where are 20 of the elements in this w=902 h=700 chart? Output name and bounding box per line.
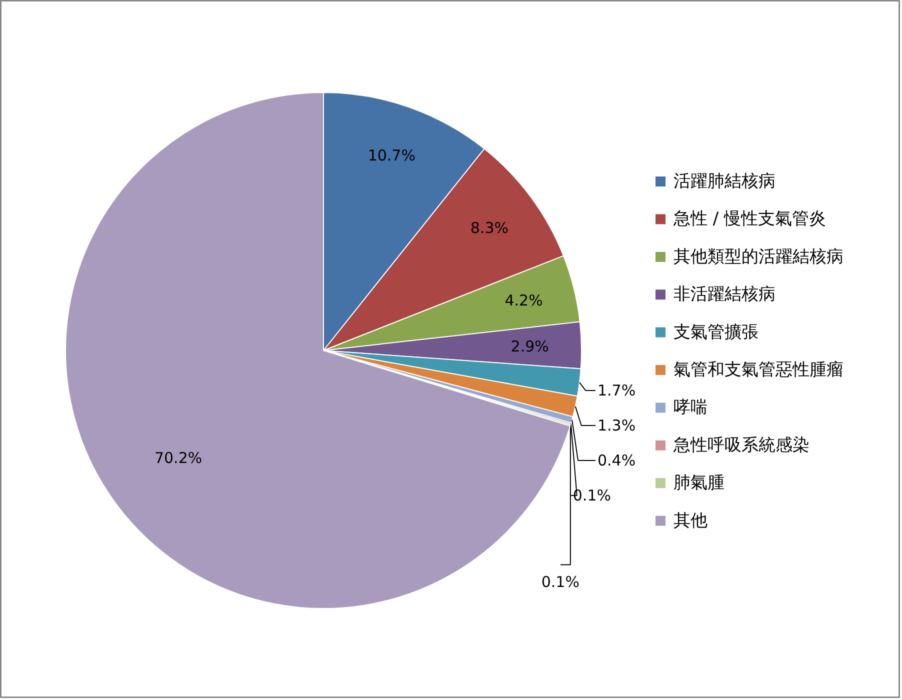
data-label: 0.4% bbox=[598, 451, 636, 470]
data-label: 8.3% bbox=[470, 218, 508, 237]
legend-label: 其他類型的活躍結核病 bbox=[674, 246, 844, 267]
legend-label: 氣管和支氣管惡性腫瘤 bbox=[674, 360, 844, 380]
data-label: 0.1% bbox=[572, 486, 611, 504]
data-label: 1.7% bbox=[598, 381, 636, 400]
legend-label: 哮喘 bbox=[674, 398, 708, 418]
legend-label: 急性呼吸系統感染 bbox=[672, 435, 810, 456]
legend-label: 非活躍結核病 bbox=[674, 284, 776, 305]
data-label: 10.7% bbox=[368, 146, 416, 165]
legend-label: 支氣管擴張 bbox=[674, 322, 758, 342]
legend-label: 急性 / 慢性支氣管炎 bbox=[672, 209, 826, 230]
data-label: 4.2% bbox=[504, 292, 543, 310]
data-label: 70.2% bbox=[154, 448, 202, 467]
data-label: 1.3% bbox=[598, 416, 636, 434]
data-label: 0.1% bbox=[541, 572, 580, 591]
legend-label: 其他 bbox=[674, 510, 708, 531]
legend-label: 活躍肺結核病 bbox=[674, 172, 776, 192]
data-label: 2.9% bbox=[510, 337, 549, 356]
legend-label: 肺氣腫 bbox=[674, 473, 724, 494]
